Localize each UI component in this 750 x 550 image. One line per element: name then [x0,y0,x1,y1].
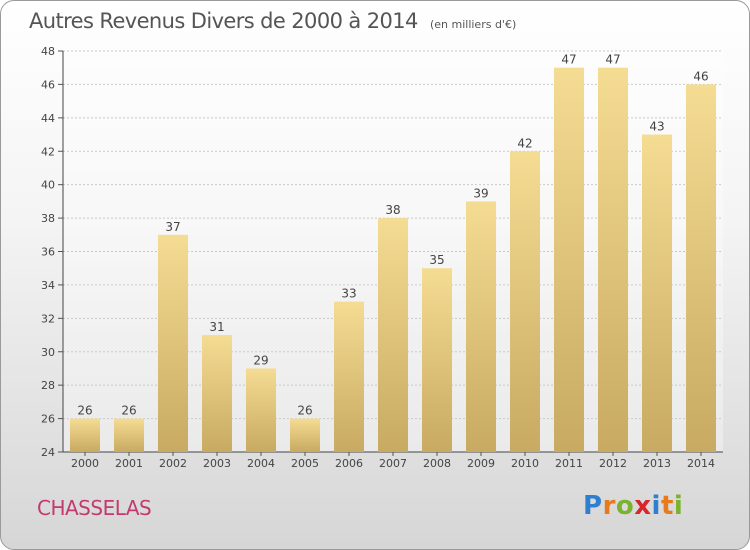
bar [466,201,496,452]
bar-value-label: 26 [77,404,92,418]
x-tick-label: 2002 [159,457,187,470]
bar-value-label: 33 [341,287,356,301]
x-tick-label: 2007 [379,457,407,470]
x-tick-label: 2013 [643,457,671,470]
y-tick-label: 46 [41,78,55,91]
bar-value-label: 26 [297,404,312,418]
x-tick-label: 2011 [555,457,583,470]
bar-value-label: 47 [605,53,620,67]
x-tick-label: 2001 [115,457,143,470]
y-tick-label: 30 [41,346,55,359]
bar [598,67,628,452]
bar-value-label: 47 [561,53,576,67]
bar [70,418,100,452]
chart-title: Autres Revenus Divers de 2000 à 2014 (en… [29,9,516,33]
bar [422,268,452,452]
bar-value-label: 46 [693,69,708,83]
bar [510,151,540,452]
commune-name: CHASSELAS [37,496,152,520]
bar-value-label: 26 [121,404,136,418]
x-tick-label: 2012 [599,457,627,470]
bar [378,218,408,452]
x-tick-label: 2009 [467,457,495,470]
logo-letter: x [634,491,652,521]
y-tick-label: 38 [41,212,55,225]
y-tick-label: 48 [41,45,55,58]
x-tick-label: 2005 [291,457,319,470]
logo-letter: o [615,491,635,521]
y-tick-label: 40 [41,179,55,192]
x-tick-label: 2014 [687,457,715,470]
bar [114,418,144,452]
y-tick-label: 36 [41,246,55,259]
bar [554,67,584,452]
bar-value-label: 42 [517,136,532,150]
x-tick-label: 2003 [203,457,231,470]
unit-label: (en milliers d'€) [429,18,517,31]
logo-letter: t [660,491,674,521]
x-tick-label: 2006 [335,457,363,470]
bar [202,335,232,452]
bar-value-label: 37 [165,220,180,234]
bar [158,234,188,452]
bar [246,368,276,452]
x-tick-label: 2004 [247,457,275,470]
x-tick-label: 2000 [71,457,99,470]
bar-value-label: 38 [385,203,400,217]
x-tick-label: 2008 [423,457,451,470]
y-tick-label: 42 [41,145,55,158]
logo-letter: r [602,491,616,521]
proxiti-logo[interactable]: Proxiti [583,491,683,521]
y-tick-label: 34 [41,279,55,292]
y-tick-label: 24 [41,446,55,459]
bar [642,134,672,452]
bar [290,418,320,452]
logo-letter: i [673,491,684,521]
bar [334,301,364,452]
bar [686,84,716,453]
y-tick-label: 28 [41,379,55,392]
bar-value-label: 35 [429,253,444,267]
bar-value-label: 43 [649,120,664,134]
bar-value-label: 29 [253,353,268,367]
title-text: Autres Revenus Divers de 2000 à 2014 [29,9,418,33]
x-tick-label: 2010 [511,457,539,470]
y-tick-label: 32 [41,312,55,325]
y-tick-label: 44 [41,112,55,125]
bar-value-label: 39 [473,186,488,200]
logo-letter: i [651,491,661,521]
y-tick-label: 26 [41,413,55,426]
logo-letter: P [583,491,603,521]
bar-value-label: 31 [209,320,224,334]
